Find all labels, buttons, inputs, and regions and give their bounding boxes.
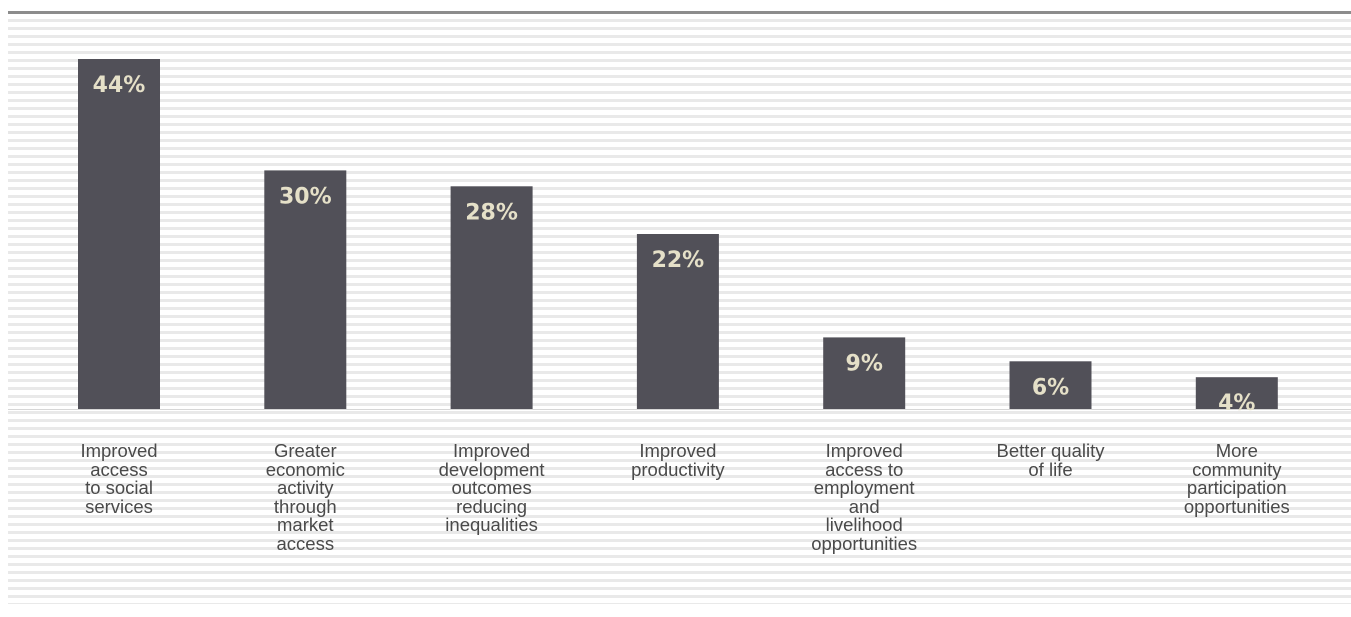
- category-label-1: Greater economic activity through market…: [265, 440, 345, 554]
- category-label-2: Improved development outcomes reducing i…: [438, 440, 545, 535]
- chart-baseline: [8, 409, 1351, 410]
- category-label-5: Better quality of life: [996, 440, 1105, 480]
- bar-1: [264, 170, 347, 409]
- bar-0: [78, 59, 160, 409]
- top-rule: [8, 11, 1351, 14]
- bar-value-label-6: 4%: [1218, 391, 1255, 416]
- category-label-6: More community participation opportuniti…: [1183, 440, 1290, 517]
- bar-3: [636, 234, 719, 409]
- bar-4: [823, 337, 906, 409]
- category-label-3: Improved productivity: [631, 440, 725, 480]
- category-label-4: Improved access to employment and liveli…: [811, 440, 918, 554]
- bar-value-label-0: 44%: [93, 73, 146, 98]
- bar-value-label-5: 6%: [1032, 375, 1069, 400]
- bar-value-label-4: 9%: [846, 351, 883, 376]
- bar-value-label-2: 28%: [465, 200, 518, 225]
- bar-value-label-3: 22%: [652, 248, 705, 273]
- bar-5: [1009, 361, 1092, 409]
- category-label-0: Improved access to social services: [80, 440, 158, 517]
- bar-6: [1195, 377, 1278, 409]
- bar-value-label-1: 30%: [279, 184, 332, 209]
- bar-2: [450, 186, 533, 409]
